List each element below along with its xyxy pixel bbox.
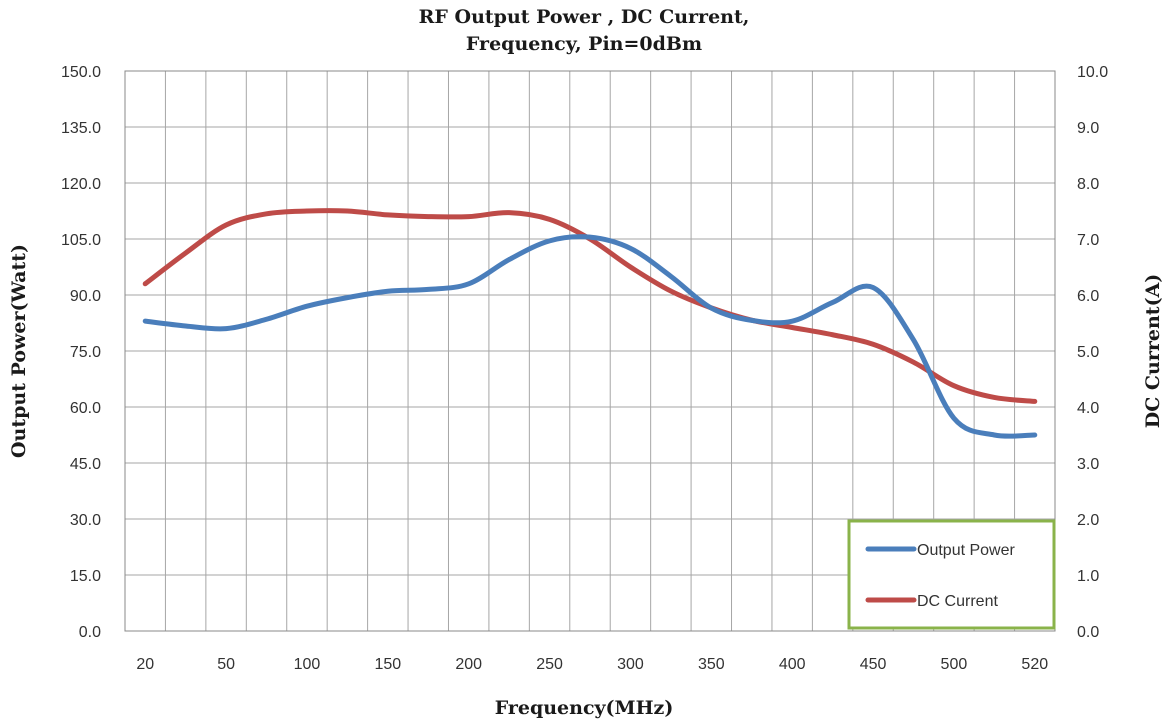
- right-axis-tick-label: 2.0: [1077, 512, 1099, 529]
- x-axis-tick-label: 450: [860, 656, 887, 673]
- right-axis-tick-label: 8.0: [1077, 176, 1099, 193]
- y-axis-right-label: DC Current(A): [1142, 274, 1164, 429]
- chart-title-line-2: Frequency, Pin=0dBm: [466, 33, 702, 55]
- chart-title-line-1: RF Output Power , DC Current,: [419, 6, 750, 28]
- x-axis-tick-label: 350: [698, 656, 725, 673]
- left-axis-tick-label: 105.0: [61, 232, 101, 249]
- right-axis-tick-label: 0.0: [1077, 624, 1099, 641]
- right-axis-tick-label: 1.0: [1077, 568, 1099, 585]
- left-axis-tick-label: 45.0: [70, 456, 101, 473]
- x-axis-tick-label: 100: [294, 656, 321, 673]
- left-axis-tick-label: 30.0: [70, 512, 101, 529]
- series-layer: [142, 208, 1038, 439]
- x-axis-label: Frequency(MHz): [495, 697, 674, 719]
- x-axis-tick-label: 150: [374, 656, 401, 673]
- left-axis-tick-label: 90.0: [70, 288, 101, 305]
- x-axis-tick-label: 300: [617, 656, 644, 673]
- y-axis-left-label: Output Power(Watt): [8, 244, 30, 458]
- left-axis-tick-label: 0.0: [79, 624, 101, 641]
- x-axis-tick-label: 400: [779, 656, 806, 673]
- right-axis-tick-label: 3.0: [1077, 456, 1099, 473]
- legend-label-dc-current: DC Current: [917, 593, 998, 610]
- x-axis-tick-label: 20: [136, 656, 154, 673]
- right-axis-tick-label: 6.0: [1077, 288, 1099, 305]
- right-axis-tick-label: 4.0: [1077, 400, 1099, 417]
- left-axis-tick-label: 150.0: [61, 64, 101, 81]
- x-axis-tick-label: 520: [1021, 656, 1048, 673]
- left-axis-tick-label: 75.0: [70, 344, 101, 361]
- right-axis-tick-label: 9.0: [1077, 120, 1099, 137]
- legend-label-output-power: Output Power: [917, 542, 1016, 559]
- left-axis-ticks: 0.0 15.0 30.0 45.0 60.0 75.0 90.0 105.0 120.0 135…: [61, 64, 101, 641]
- right-axis-tick-label: 10.0: [1077, 64, 1108, 81]
- right-axis-ticks: 0.0 1.0 2.0 3.0 4.0 5.0 6.0 7.0 8.0 9.0 10.0: [1077, 64, 1108, 641]
- x-axis-tick-label: 50: [217, 656, 235, 673]
- plot-area-border: [124, 70, 1056, 632]
- legend-box: [847, 519, 1056, 630]
- right-axis-tick-label: 7.0: [1077, 232, 1099, 249]
- left-axis-tick-label: 135.0: [61, 120, 101, 137]
- x-axis-ticks: 20 50 100 150 200 250 300 350 400 450 500 520: [136, 656, 1048, 673]
- left-axis-tick-label: 120.0: [61, 176, 101, 193]
- x-axis-tick-label: 250: [536, 656, 563, 673]
- x-axis-tick-label: 500: [941, 656, 968, 673]
- series-line-output-power: [142, 234, 1038, 439]
- right-axis-tick-label: 5.0: [1077, 344, 1099, 361]
- left-axis-tick-label: 60.0: [70, 400, 101, 417]
- x-axis-tick-label: 200: [455, 656, 482, 673]
- left-axis-tick-label: 15.0: [70, 568, 101, 585]
- legend: Output Power DC Current: [847, 519, 1056, 630]
